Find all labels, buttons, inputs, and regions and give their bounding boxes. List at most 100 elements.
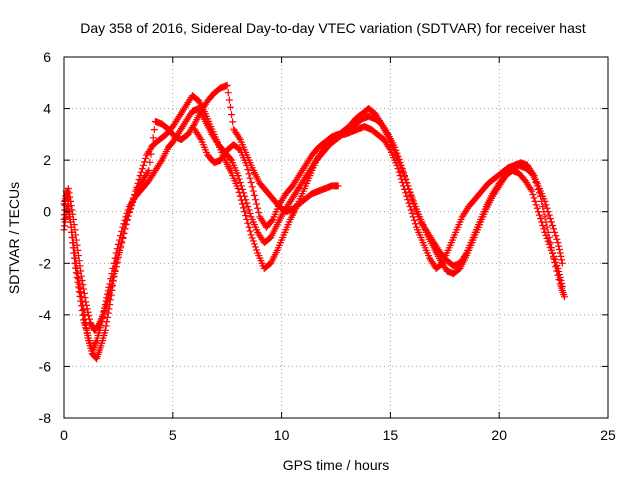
data-point <box>69 215 77 223</box>
data-point <box>557 252 565 260</box>
series-track-d <box>191 123 568 301</box>
data-point <box>79 281 87 289</box>
x-tick-label: 25 <box>600 427 616 443</box>
data-point <box>558 256 566 264</box>
data-point <box>142 154 150 162</box>
data-point <box>111 263 119 271</box>
data-point <box>82 301 90 309</box>
data-point <box>334 182 342 190</box>
data-point <box>406 188 414 196</box>
data-point <box>68 206 76 214</box>
data-point <box>78 276 86 284</box>
data-point <box>403 192 411 200</box>
x-tick-label: 20 <box>491 427 507 443</box>
data-point <box>126 204 134 212</box>
data-point <box>223 81 231 89</box>
data-point <box>123 216 131 224</box>
series-track-a <box>60 105 566 355</box>
data-point <box>245 170 253 178</box>
series-track-b <box>60 92 566 363</box>
data-point <box>109 273 117 281</box>
data-point <box>243 199 251 207</box>
data-point <box>111 266 119 274</box>
data-point <box>130 194 138 202</box>
data-point <box>253 246 261 254</box>
data-point <box>530 194 538 202</box>
data-point <box>112 259 120 267</box>
data-point <box>242 212 250 220</box>
data-point <box>556 249 564 257</box>
data-point <box>73 273 81 281</box>
data-point <box>70 221 78 229</box>
data-point <box>125 208 133 216</box>
data-point <box>535 189 543 197</box>
data-point <box>533 182 541 190</box>
data-point <box>67 197 75 205</box>
data-point <box>75 288 83 296</box>
data-point <box>118 238 126 246</box>
data-point <box>531 175 539 183</box>
grid-lines <box>64 57 608 418</box>
data-point <box>225 96 233 104</box>
data-point <box>196 134 204 142</box>
data-point <box>377 118 385 126</box>
data-point <box>82 298 90 306</box>
data-point <box>540 208 548 216</box>
data-point <box>532 178 540 186</box>
data-point <box>537 192 545 200</box>
data-point <box>555 246 563 254</box>
y-axis-label: SDTVAR / TECUs <box>6 182 22 294</box>
data-point <box>396 172 404 180</box>
data-point <box>129 197 137 205</box>
data-point <box>117 242 125 250</box>
data-point <box>110 270 118 278</box>
data-point <box>104 295 112 303</box>
data-point <box>137 168 145 176</box>
data-point <box>106 289 114 297</box>
data-point <box>80 310 88 318</box>
data-point <box>247 178 255 186</box>
y-tick-label: 6 <box>43 49 51 65</box>
data-point <box>543 223 551 231</box>
data-point <box>251 196 259 204</box>
data-point <box>73 241 81 249</box>
data-point <box>545 211 553 219</box>
data-point <box>105 292 113 300</box>
data-point <box>244 219 252 227</box>
data-point <box>394 165 402 173</box>
data-point <box>235 175 243 183</box>
data-point <box>538 197 546 205</box>
data-point <box>393 161 401 169</box>
data-point <box>146 158 154 166</box>
data-point <box>98 314 106 322</box>
data-point <box>71 226 79 234</box>
data-point <box>410 216 418 224</box>
data-point <box>246 227 254 235</box>
series-track-c <box>60 81 342 334</box>
x-tick-labels: 0 5 10 15 20 25 <box>60 427 616 443</box>
y-tick-label: 2 <box>43 152 51 168</box>
y-tick-label: -4 <box>39 307 52 323</box>
data-point <box>189 122 197 130</box>
data-point <box>122 221 130 229</box>
data-point <box>249 187 257 195</box>
data-point <box>553 267 561 275</box>
data-point <box>108 280 116 288</box>
data-point <box>75 252 83 260</box>
data-point <box>251 243 259 251</box>
data-point <box>75 257 83 265</box>
data-point <box>96 319 104 327</box>
data-point <box>95 321 103 329</box>
data-point <box>241 208 249 216</box>
data-point <box>83 329 91 337</box>
data-point <box>248 183 256 191</box>
data-point <box>399 170 407 178</box>
data-point <box>66 193 74 201</box>
data-point <box>228 111 236 119</box>
chart-title: Day 358 of 2016, Sidereal Day-to-day VTE… <box>80 20 586 36</box>
data-point <box>124 212 132 220</box>
data-point <box>138 165 146 173</box>
data-point <box>236 178 244 186</box>
data-point <box>402 189 410 197</box>
